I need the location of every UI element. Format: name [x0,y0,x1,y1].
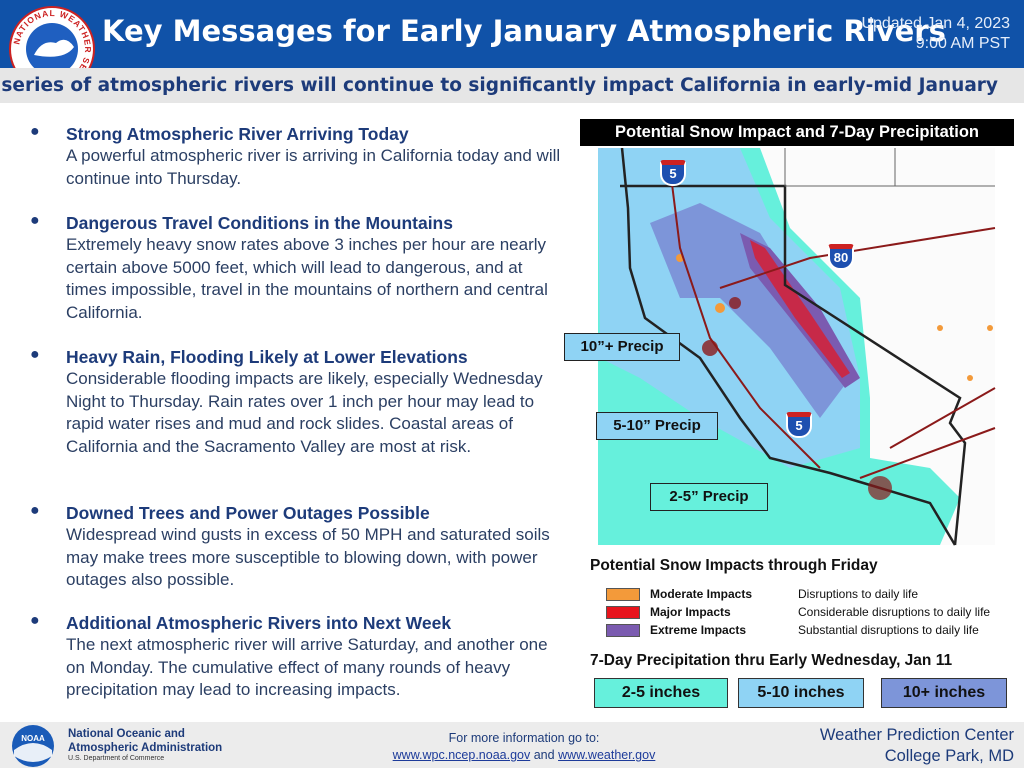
message-heading: Dangerous Travel Conditions in the Mount… [66,213,453,233]
footer [0,722,1024,768]
office: Weather Prediction Center College Park, M… [820,725,1014,767]
snow-legend-description: Considerable disruptions to daily life [798,605,991,619]
map-label: 5-10” Precip [596,412,718,440]
snow-legend-description: Substantial disruptions to daily life [798,623,979,637]
message-heading: Heavy Rain, Flooding Likely at Lower Ele… [66,347,468,367]
map-title: Potential Snow Impact and 7-Day Precipit… [580,119,1014,146]
info-lead: For more information go to: [448,731,600,745]
snow-legend-row: Major Impacts Considerable disruptions to… [606,605,990,619]
subtitle: A series of atmospheric rivers will cont… [0,75,998,96]
message-body: Extremely heavy snow rates above 3 inche… [66,235,548,322]
noaa-name-line: National Oceanic and [68,728,185,740]
swatch [606,605,640,619]
swatch [606,587,640,601]
snow-legend-description: Disruptions to daily life [798,587,919,601]
snow-legend-label: Major Impacts [650,605,731,619]
office-line: Weather Prediction Center [819,726,1014,744]
info-joiner: and [533,748,555,762]
message-body: Considerable flooding impacts are likely… [66,369,543,456]
message-heading: Additional Atmospheric Rivers into Next … [66,613,452,633]
message-body: Widespread wind gusts in excess of 50 MP… [66,525,550,589]
updated-time: 9:00 AM PST [915,35,1010,52]
map-label: 10”+ Precip [564,333,680,361]
noaa-name-line: Atmospheric Administration [68,742,223,754]
highway-shield: 5 [660,160,686,186]
highway-shield: 5 [786,412,812,438]
snow-legend-row: Extreme Impacts Substantial disruptions t… [606,623,979,637]
link[interactable]: www.weather.gov [558,748,656,762]
map-label: 2-5” Precip [650,483,768,511]
link[interactable]: www.wpc.ncep.noaa.gov [392,748,531,762]
info: For more information go to: www.wpc.ncep… [384,730,664,764]
snow-legend-row: Moderate Impacts Disruptions to daily lif… [606,587,918,601]
precip-legend-box: 10+ inches [881,678,1007,708]
updated: Updated Jan 4, 2023 9:00 AM PST [861,14,1010,54]
message: ● Downed Trees and Power Outages Possible… [30,502,570,592]
noaa-logo-text: NOAA [21,734,45,743]
message-body: The next atmospheric river will arrive S… [66,635,548,699]
noaa-name: National Oceanic and Atmospheric Administ… [68,727,222,755]
bullet: ● [30,502,40,519]
map [598,148,996,546]
snow-legend-label: Moderate Impacts [650,587,753,601]
message: ● Strong Atmospheric River Arriving Today… [30,123,570,190]
precip-legend-box: 5-10 inches [738,678,864,708]
bullet: ● [30,612,40,629]
message: ● Heavy Rain, Flooding Likely at Lower El… [30,346,570,458]
message: ● Dangerous Travel Conditions in the Moun… [30,212,570,324]
highway-shield: 80 [828,244,854,270]
precip-legend-box: 2-5 inches [594,678,728,708]
message: ● Additional Atmospheric Rivers into Next… [30,612,570,702]
bullet: ● [30,123,40,140]
subtitle-bar [0,68,1024,103]
bullet: ● [30,212,40,229]
bullet: ● [30,346,40,363]
updated-date: Updated Jan 4, 2023 [861,15,1010,32]
message-body: A powerful atmospheric river is arriving… [66,146,561,188]
message-heading: Downed Trees and Power Outages Possible [66,503,430,523]
department: U.S. Department of Commerce [68,755,165,762]
message-heading: Strong Atmospheric River Arriving Today [66,124,409,144]
snow-legend-title: Potential Snow Impacts through Friday [590,557,878,574]
swatch [606,623,640,637]
precip-legend-title: 7-Day Precipitation thru Early Wednesday… [590,652,953,669]
snow-legend-label: Extreme Impacts [650,623,747,637]
office-line: College Park, MD [884,747,1014,765]
header-bar [0,0,1024,68]
noaa-logo: NOAA [12,725,54,767]
title: Key Messages for Early January Atmospher… [102,14,946,48]
